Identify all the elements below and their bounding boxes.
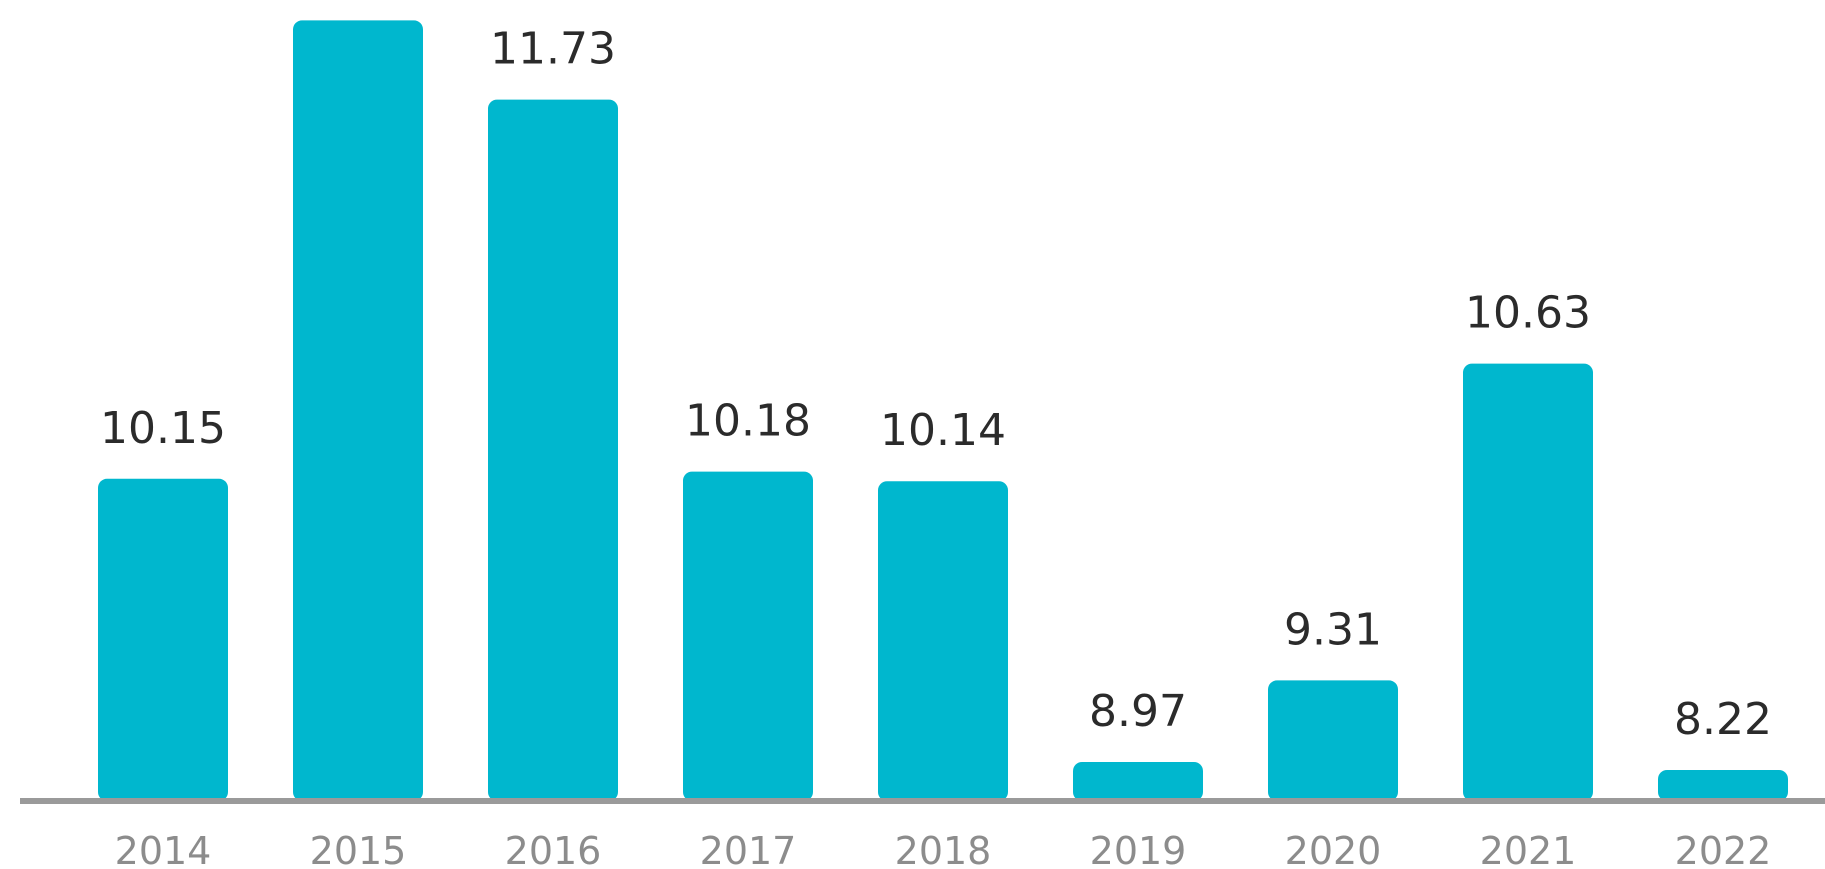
x-tick-label-2018: 2018 <box>895 829 992 869</box>
x-tick-label-2020: 2020 <box>1285 829 1382 869</box>
bar-2019 <box>1073 762 1203 801</box>
x-tick-label-2017: 2017 <box>700 829 797 869</box>
x-tick-label-2015: 2015 <box>310 829 407 869</box>
x-tick-label-2021: 2021 <box>1480 829 1577 869</box>
x-tick-label-2014: 2014 <box>115 829 212 869</box>
value-label-2021: 10.63 <box>1465 288 1591 339</box>
value-label-2022: 8.22 <box>1674 694 1772 745</box>
x-tick-label-2022: 2022 <box>1675 829 1772 869</box>
value-label-2020: 9.31 <box>1284 604 1382 655</box>
bar-2015 <box>293 20 423 801</box>
bar-2017 <box>683 471 813 801</box>
bar-2016 <box>488 99 618 802</box>
x-tick-label-2016: 2016 <box>505 829 602 869</box>
value-label-2017: 10.18 <box>685 396 811 447</box>
value-label-2014: 10.15 <box>100 403 226 454</box>
x-tick-label-2019: 2019 <box>1090 829 1187 869</box>
bar-2018 <box>878 481 1008 801</box>
bars-layer <box>98 20 1788 802</box>
bar-2021 <box>1463 363 1593 801</box>
value-labels-layer: 10.1512.0611.7310.1810.148.979.3110.638.… <box>100 24 1772 745</box>
bar-2014 <box>98 478 228 801</box>
bar-2020 <box>1268 680 1398 801</box>
x-tick-labels-layer: 2014 2015 2016 2017 2018 2019 2020 2021 2022 <box>115 829 1772 869</box>
value-label-2016: 11.73 <box>490 24 616 75</box>
value-label-2018: 10.14 <box>880 405 1006 456</box>
value-label-2019: 8.97 <box>1089 686 1187 737</box>
bar-2022 <box>1658 770 1788 801</box>
